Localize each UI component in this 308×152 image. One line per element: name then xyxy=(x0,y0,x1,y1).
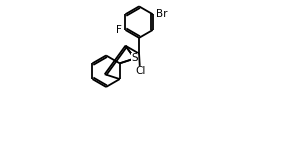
Text: Cl: Cl xyxy=(135,66,146,76)
Text: F: F xyxy=(116,25,122,35)
Text: S: S xyxy=(132,54,138,64)
Text: Br: Br xyxy=(156,9,168,19)
